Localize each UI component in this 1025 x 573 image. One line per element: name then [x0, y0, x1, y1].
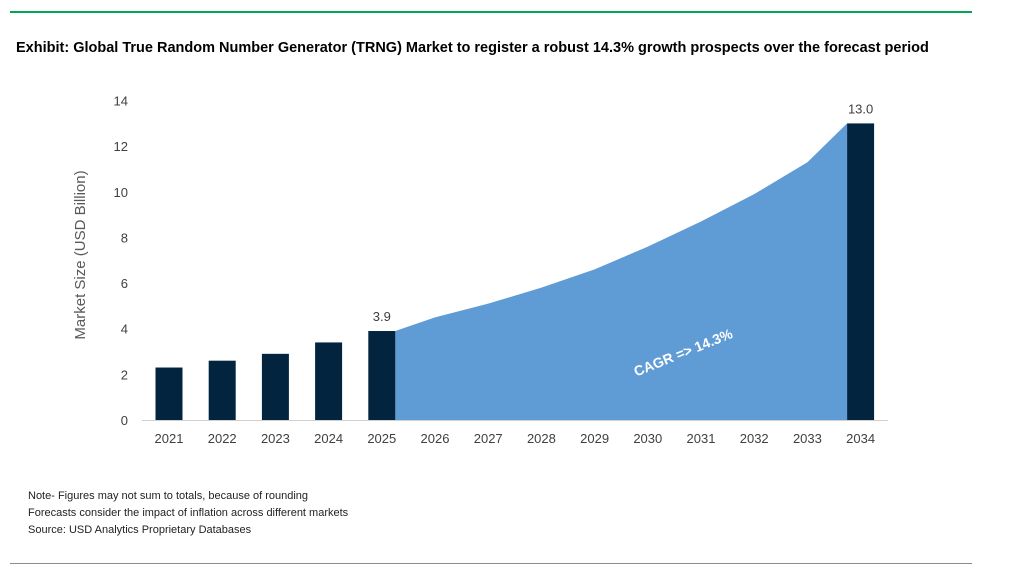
- y-tick-14: 14: [114, 94, 128, 109]
- bottom-rule: [10, 563, 972, 564]
- x-tick-2027: 2027: [474, 431, 503, 446]
- x-tick-2033: 2033: [793, 431, 822, 446]
- x-tick-2028: 2028: [527, 431, 556, 446]
- top-rule: [10, 11, 972, 13]
- note-source: Source: USD Analytics Proprietary Databa…: [28, 524, 252, 536]
- note-inflation: Forecasts consider the impact of inflati…: [28, 507, 349, 519]
- y-tick-8: 8: [121, 230, 128, 245]
- bar-2024: [315, 342, 343, 420]
- x-tick-2032: 2032: [740, 431, 769, 446]
- data-label-2034: 13.0: [848, 101, 873, 116]
- bar-2021: [155, 367, 183, 420]
- bar-2025: [368, 331, 396, 420]
- bar-2023: [261, 353, 289, 420]
- x-tick-2025: 2025: [367, 431, 396, 446]
- y-tick-10: 10: [114, 185, 128, 200]
- y-tick-12: 12: [114, 139, 128, 154]
- y-tick-4: 4: [121, 322, 128, 337]
- note-rounding: Note- Figures may not sum to totals, bec…: [28, 490, 309, 502]
- y-tick-2: 2: [121, 367, 128, 382]
- y-axis-label: Market Size (USD Billion): [72, 170, 89, 339]
- bar-2022: [208, 360, 236, 420]
- notes: Note- Figures may not sum to totals, bec…: [28, 488, 348, 539]
- x-tick-2026: 2026: [421, 431, 450, 446]
- x-tick-2023: 2023: [261, 431, 290, 446]
- x-tick-2022: 2022: [208, 431, 237, 446]
- bar-2034: [847, 123, 875, 421]
- x-tick-2031: 2031: [687, 431, 716, 446]
- x-tick-2034: 2034: [846, 431, 875, 446]
- data-label-2025: 3.9: [373, 309, 391, 324]
- chart-title: Exhibit: Global True Random Number Gener…: [16, 40, 929, 56]
- y-tick-6: 6: [121, 276, 128, 291]
- x-tick-2024: 2024: [314, 431, 343, 446]
- y-tick-0: 0: [121, 413, 128, 428]
- x-tick-2030: 2030: [633, 431, 662, 446]
- x-tick-2021: 2021: [155, 431, 184, 446]
- forecast-area: [395, 123, 848, 421]
- x-tick-2029: 2029: [580, 431, 609, 446]
